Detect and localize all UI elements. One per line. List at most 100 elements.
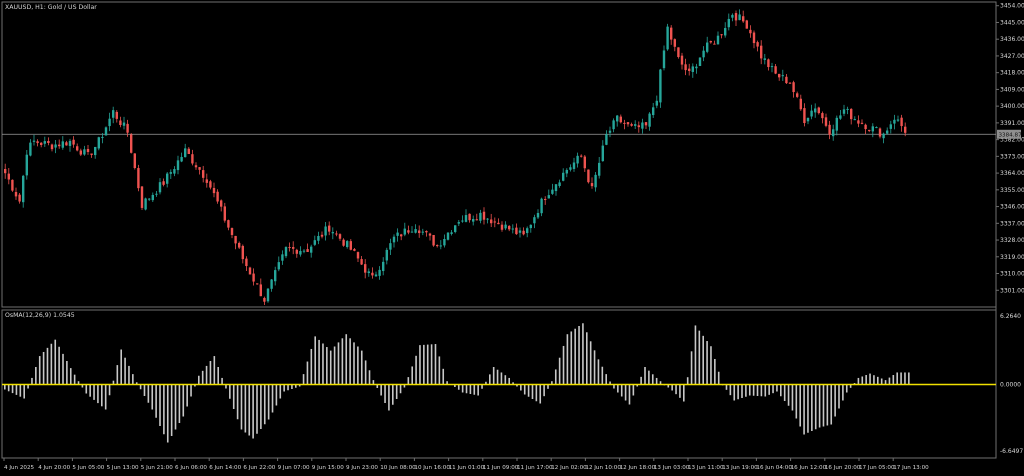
candle-body — [619, 116, 622, 123]
osma-bar — [260, 384, 262, 430]
osma-bar — [380, 384, 382, 396]
candle-body — [594, 174, 597, 188]
candle-body — [565, 169, 568, 174]
indicator-scale[interactable]: 6.2640 0.0000 -6.6497 — [1000, 313, 1023, 455]
osma-bar — [407, 377, 410, 385]
osma-bar — [717, 371, 720, 385]
candle-body — [14, 191, 18, 197]
osma-bar — [690, 351, 693, 385]
candle-body — [148, 198, 151, 200]
candle-body — [230, 228, 234, 235]
osma-bar — [791, 384, 794, 411]
osma-bar — [508, 377, 510, 385]
candle-body — [187, 148, 190, 155]
indicator-title: OsMA(12,26,9) 1.0545 — [5, 312, 75, 319]
osma-bar — [554, 369, 557, 385]
candle-body — [774, 66, 777, 74]
candle-body — [623, 122, 626, 124]
osma-bar — [104, 384, 107, 410]
candle-body — [4, 168, 7, 174]
time-tick-label: 4 Jun 20:00 — [38, 465, 70, 471]
candle-body — [871, 126, 874, 132]
price-tick-label: 3364.00 — [1000, 170, 1024, 177]
osma-bar — [194, 384, 196, 387]
candle-body — [497, 222, 500, 225]
candle-body — [878, 128, 882, 137]
indicator-tick-label: 6.2640 — [1000, 313, 1021, 320]
candle-body — [785, 76, 788, 84]
candle-body — [518, 230, 522, 233]
osma-bar — [558, 357, 561, 385]
osma-bar — [748, 384, 751, 396]
candle-body — [882, 133, 885, 139]
osma-bar — [892, 375, 895, 385]
candle-body — [835, 117, 838, 131]
candle-body — [486, 218, 489, 220]
osma-bar — [93, 384, 95, 400]
candle-body — [522, 230, 525, 235]
candle-body — [126, 123, 129, 133]
price-tick-label: 3301.00 — [1000, 287, 1024, 294]
osma-bar — [151, 384, 154, 410]
osma-bar — [477, 384, 479, 396]
osma-bar — [372, 380, 375, 385]
price-scale[interactable]: 3454.00 3445.00 3436.00 3427.00 3418.00 3409.… — [996, 3, 1024, 295]
candle-body — [410, 231, 414, 233]
time-tick-label: 10 Jun 16:00 — [414, 465, 450, 471]
candle-body — [605, 134, 608, 145]
osma-bar — [232, 384, 235, 410]
osma-bar — [900, 372, 902, 385]
osma-bar — [58, 346, 60, 385]
candle-body — [256, 283, 259, 285]
candle-body — [547, 195, 550, 199]
osma-bar — [399, 384, 402, 394]
candle-body — [169, 172, 172, 174]
candle-body — [756, 42, 759, 47]
candle-body — [79, 150, 82, 155]
osma-bar — [551, 381, 553, 385]
candle-body — [317, 235, 320, 241]
candle-body — [896, 119, 900, 121]
osma-bar — [170, 384, 173, 437]
candle-body — [886, 130, 889, 134]
candle-body — [263, 297, 266, 302]
osma-bar — [504, 375, 507, 385]
osma-bar — [403, 384, 406, 388]
osma-bar — [97, 384, 99, 404]
candle-body — [569, 167, 572, 170]
osma-bar — [706, 341, 708, 385]
price-tick-label: 3445.00 — [1000, 19, 1024, 26]
time-tick-label: 6 Jun 14:00 — [209, 465, 241, 471]
osma-bar — [655, 377, 658, 385]
osma-bar — [729, 384, 732, 396]
candle-body — [133, 153, 136, 169]
osma-bar — [780, 384, 782, 397]
candle-body — [598, 162, 601, 176]
osma-bar — [586, 332, 588, 385]
osma-bar — [159, 384, 161, 427]
candle-body — [349, 241, 352, 250]
price-tick-label: 3346.00 — [1000, 204, 1024, 211]
candle-body — [58, 144, 61, 147]
osma-bar — [201, 370, 204, 385]
candle-body — [371, 272, 374, 276]
candle-body — [83, 149, 86, 155]
osma-bar — [566, 334, 569, 385]
candlestick-series[interactable] — [4, 9, 907, 306]
price-tick-label: 3328.00 — [1000, 237, 1024, 244]
osma-bar — [35, 367, 37, 385]
candle-body — [745, 20, 748, 29]
candle-body — [180, 156, 183, 162]
osma-bar — [42, 351, 45, 385]
candle-body — [130, 134, 133, 153]
osma-bar — [120, 349, 122, 385]
time-scale[interactable]: 4 Jun 2025 4 Jun 20:00 5 Jun 05:00 5 Jun 13… — [3, 458, 929, 471]
candle-body — [767, 59, 770, 68]
candle-body — [25, 154, 28, 176]
osma-bar — [496, 369, 499, 385]
osma-bar — [295, 384, 297, 388]
price-tick-label: 3427.00 — [1000, 53, 1024, 60]
candle-body — [94, 146, 97, 156]
candle-body — [259, 284, 262, 297]
